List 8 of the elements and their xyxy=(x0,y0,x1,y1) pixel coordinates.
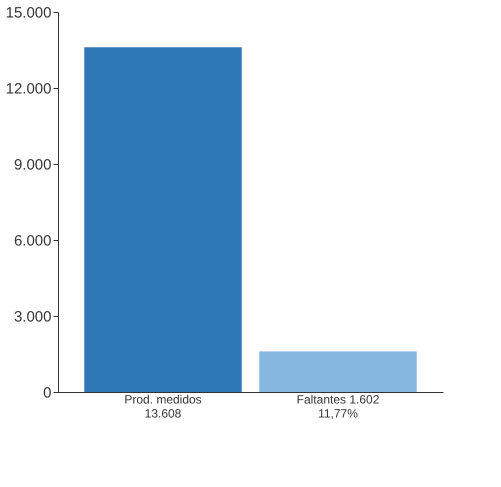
y-tick-label: 12.000 xyxy=(6,80,52,98)
y-tick-label: 6.000 xyxy=(14,232,52,250)
x-tick-label: Faltantes 1.602 11,77% xyxy=(296,392,380,420)
y-tick-label: 3.000 xyxy=(14,308,52,326)
x-tick-label: Prod. medidos 13.608 xyxy=(124,392,202,420)
y-tick-label: 0 xyxy=(43,384,52,402)
y-tick-label: 15.000 xyxy=(6,4,52,22)
y-tick-label: 9.000 xyxy=(14,156,52,174)
